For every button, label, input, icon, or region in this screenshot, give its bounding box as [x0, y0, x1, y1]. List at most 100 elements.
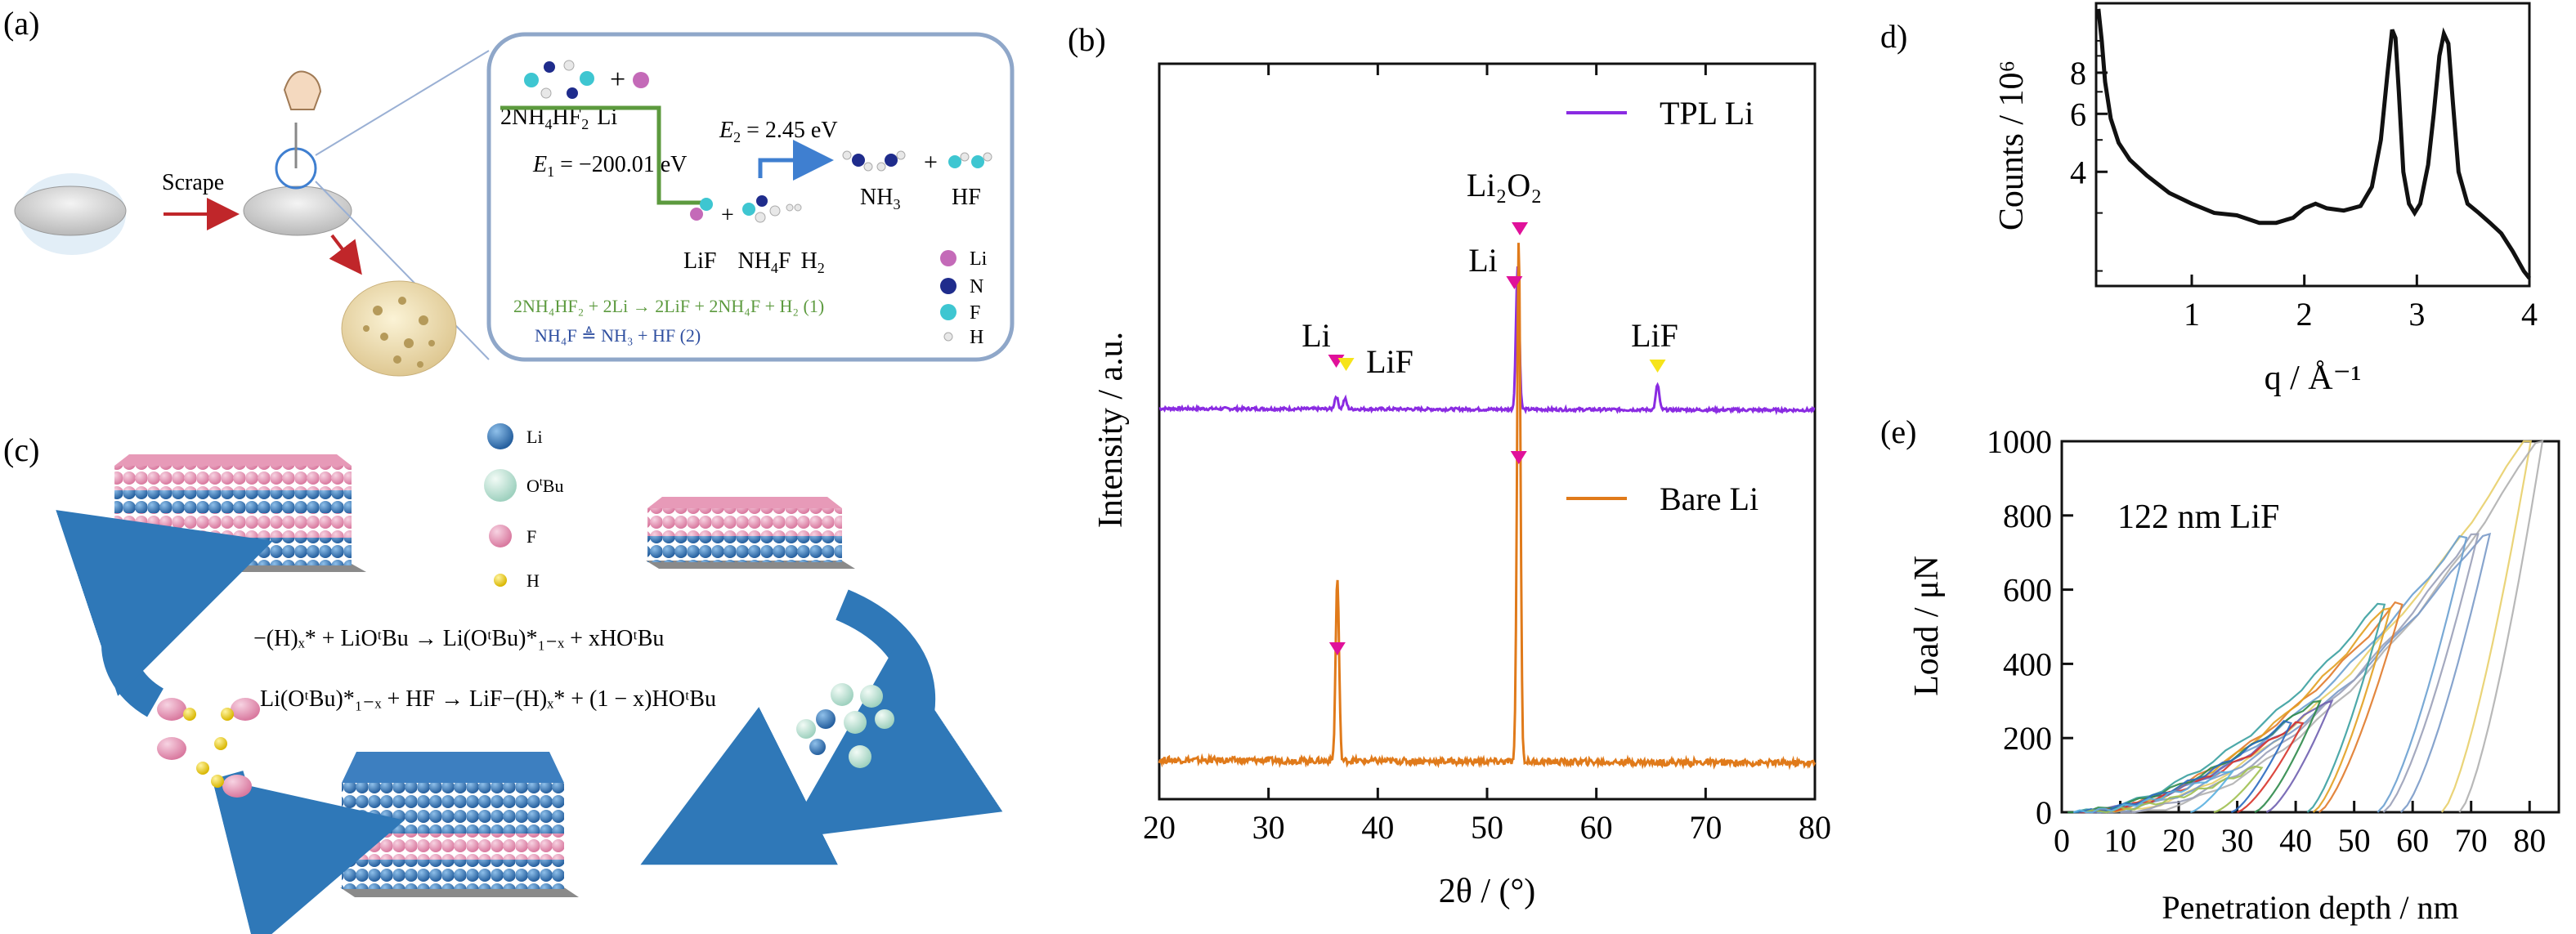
- load-curve-e-c3: [2096, 532, 2492, 814]
- stack-top-left: [113, 454, 366, 572]
- panel-e-label: (e): [1880, 413, 1916, 450]
- load-curve-e-c12: [2073, 720, 2292, 814]
- e2-label: E2 = 2.45 eV: [719, 118, 838, 145]
- plus-sign-1: +: [610, 65, 625, 95]
- x-tick-label-d-2: 2: [2296, 296, 2313, 333]
- x-tick-label-b-60: 60: [1580, 809, 1613, 846]
- y-tick-label-e-200: 200: [2003, 720, 2052, 757]
- panel-a-label: (a): [3, 5, 39, 42]
- x-tick-label-e-20: 20: [2162, 822, 2195, 859]
- x-tick-label-e-80: 80: [2513, 822, 2546, 859]
- cycle-arrow-bottom-right: [640, 707, 838, 865]
- product-arrow: [329, 234, 362, 275]
- legend-c-h: H: [526, 570, 540, 591]
- series-line-saxs: [2096, 8, 2531, 280]
- x-tick-label-b-50: 50: [1471, 809, 1503, 846]
- reaction-inset: [486, 32, 1015, 362]
- peak-marker-b-5: [1328, 642, 1346, 655]
- panel-a-schematic: (a) Scrape + 2NH4HF2 Li E1 = −200: [3, 5, 1015, 377]
- load-curve-e-c4: [2120, 533, 2480, 814]
- hf-label: HF: [952, 185, 981, 210]
- x-tick-label-d-4: 4: [2521, 296, 2538, 333]
- legend-li-dot: [940, 250, 956, 266]
- legend-b: TPL Li Bare Li: [1566, 95, 1758, 517]
- load-curve-e-c9: [2073, 699, 2334, 814]
- li-atom: [633, 72, 649, 88]
- x-tick-label-e-10: 10: [2104, 822, 2137, 859]
- nh3-label: NH3: [860, 185, 900, 212]
- x-tick-label-b-20: 20: [1143, 809, 1176, 846]
- x-tick-label-b-70: 70: [1689, 809, 1722, 846]
- peak-marker-b-4: [1649, 360, 1666, 373]
- stack-bottom: [340, 752, 579, 897]
- y-tick-label-d-4: 4: [2070, 154, 2086, 190]
- sponge-pores: [363, 297, 435, 368]
- y-axis-label-b: Intensity / a.u.: [1092, 332, 1130, 528]
- legend-f: F: [970, 302, 980, 324]
- load-curve-e-c7: [2073, 602, 2386, 814]
- y-tick-label-e-0: 0: [2036, 794, 2052, 831]
- series-line-bare-li: [1158, 243, 1817, 771]
- peak-label-li-36: Li: [1301, 317, 1331, 354]
- legend-c-li: Li: [526, 427, 543, 447]
- series-line-tpl-li: [1158, 266, 1816, 416]
- hand-icon: [283, 70, 322, 110]
- lif-nh4f-molecules: [690, 195, 802, 223]
- legend-n: N: [970, 276, 983, 297]
- x-tick-label-d-3: 3: [2408, 296, 2425, 333]
- legend-label-tpl-li: TPL Li: [1660, 95, 1754, 132]
- zoom-line-bottom: [315, 181, 490, 360]
- peak-marker-b-1: [1337, 358, 1355, 371]
- y-axis-label-d: Counts / 10⁶: [1993, 60, 2031, 230]
- energy-path-1: [500, 105, 703, 205]
- peak-marker-b-2: [1506, 276, 1523, 289]
- peak-marker-b-3: [1512, 222, 1529, 235]
- equation-2: NH₄F ≜ NH₃ + HF (2): [535, 325, 701, 346]
- nh4hf2-molecule: [524, 60, 594, 99]
- y-tick-label-e-800: 800: [2003, 498, 2052, 534]
- peak-label-li2o2: Li₂O₂: [1467, 167, 1542, 203]
- plot-frame-e: [2060, 440, 2560, 814]
- load-curves-e: [2068, 440, 2544, 814]
- energy-path-2: [758, 140, 834, 181]
- e1-label: E1 = −200.01 eV: [532, 152, 687, 180]
- equation-1: 2NH₄HF₂ + 2Li → 2LiF + 2NH₄F + H₂ (1): [513, 296, 824, 316]
- x-tick-label-b-40: 40: [1361, 809, 1394, 846]
- panel-c-legend: Li OtBu F H: [484, 423, 563, 591]
- y-tick-label-d-6: 6: [2070, 96, 2086, 132]
- cycle-arrow-left: [56, 510, 273, 717]
- zoom-line-top: [315, 50, 490, 156]
- y-tick-label-e-400: 400: [2003, 646, 2052, 682]
- panel-b-label: (b): [1068, 21, 1106, 58]
- peak-label-lif-37: LiF: [1366, 343, 1413, 380]
- scrape-label: Scrape: [162, 170, 224, 195]
- load-curve-e-c14: [2072, 770, 2235, 814]
- y-tick-label-d-8: 8: [2070, 55, 2086, 92]
- x-tick-label-d-1: 1: [2184, 296, 2200, 333]
- panel-d-saxs-chart: d) 1 2 3 4 4 6 8 q / Å⁻¹ Counts / 10⁶: [1880, 2, 2538, 397]
- legend-label-bare-li: Bare Li: [1660, 480, 1758, 517]
- legend-li: Li: [970, 248, 988, 270]
- panel-d-label: d): [1880, 18, 1907, 55]
- x-tick-label-b-30: 30: [1252, 809, 1285, 846]
- legend-c-f-dot: [489, 525, 512, 547]
- x-tick-label-b-80: 80: [1799, 809, 1831, 846]
- x-axis-label-d: q / Å⁻¹: [2265, 360, 2362, 397]
- x-tick-label-e-60: 60: [2396, 822, 2429, 859]
- load-curve-e-c8: [2090, 606, 2392, 814]
- axes-d: 1 2 3 4 4 6 8: [2070, 39, 2538, 333]
- legend-c-otbu: OtBu: [526, 476, 563, 496]
- panel-c-label: (c): [3, 431, 39, 468]
- otbu-molecules-right: [796, 683, 894, 768]
- x-axis-label-b: 2θ / (°): [1439, 873, 1536, 910]
- legend-f-dot: [940, 304, 956, 320]
- products-label: LiF NH4F H2: [683, 248, 825, 276]
- load-curve-e-c13: [2085, 765, 2264, 814]
- hf-molecule: [948, 152, 992, 168]
- nh3-molecule: [842, 150, 906, 172]
- x-tick-label-e-30: 30: [2221, 822, 2254, 859]
- li-disk-scraped: [243, 185, 352, 236]
- peak-label-lif-65: LiF: [1631, 317, 1678, 354]
